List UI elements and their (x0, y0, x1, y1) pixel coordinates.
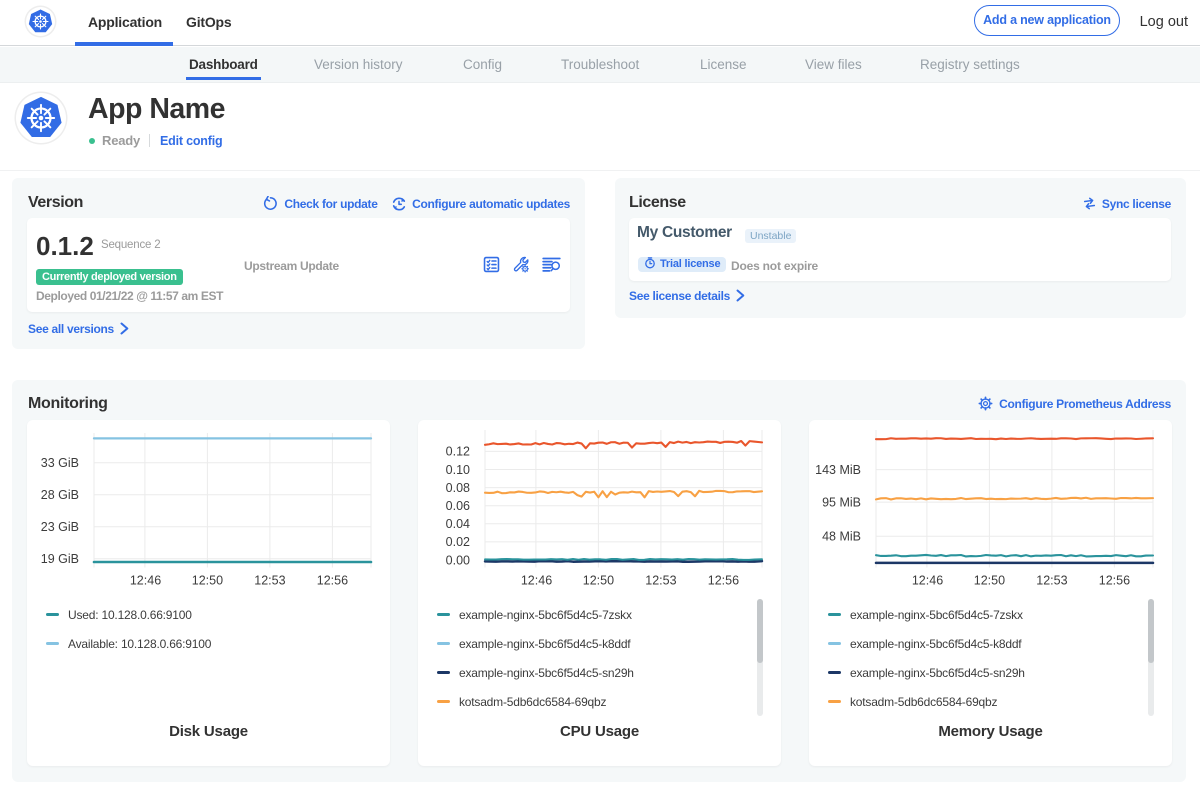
svg-text:48 MiB: 48 MiB (822, 530, 861, 544)
svg-text:33 GiB: 33 GiB (41, 456, 79, 470)
svg-text:23 GiB: 23 GiB (41, 520, 79, 534)
svg-text:95 MiB: 95 MiB (822, 495, 861, 509)
svg-text:12:50: 12:50 (583, 573, 614, 587)
svg-text:0.12: 0.12 (446, 445, 470, 459)
svg-text:12:56: 12:56 (708, 573, 739, 587)
svg-text:0.02: 0.02 (446, 535, 470, 549)
svg-text:12:50: 12:50 (974, 573, 1005, 587)
svg-text:12:56: 12:56 (317, 573, 348, 587)
svg-text:12:46: 12:46 (912, 573, 943, 587)
svg-text:0.08: 0.08 (446, 481, 470, 495)
svg-text:19 GiB: 19 GiB (41, 552, 79, 566)
svg-text:0.04: 0.04 (446, 517, 470, 531)
svg-text:12:46: 12:46 (521, 573, 552, 587)
svg-text:12:56: 12:56 (1099, 573, 1130, 587)
svg-text:12:53: 12:53 (1036, 573, 1067, 587)
svg-text:12:50: 12:50 (192, 573, 223, 587)
svg-text:0.06: 0.06 (446, 499, 470, 513)
svg-text:0.10: 0.10 (446, 463, 470, 477)
svg-text:12:53: 12:53 (254, 573, 285, 587)
svg-text:143 MiB: 143 MiB (815, 463, 861, 477)
svg-text:0.00: 0.00 (446, 553, 470, 567)
svg-text:12:46: 12:46 (130, 573, 161, 587)
svg-text:28 GiB: 28 GiB (41, 488, 79, 502)
svg-text:12:53: 12:53 (645, 573, 676, 587)
